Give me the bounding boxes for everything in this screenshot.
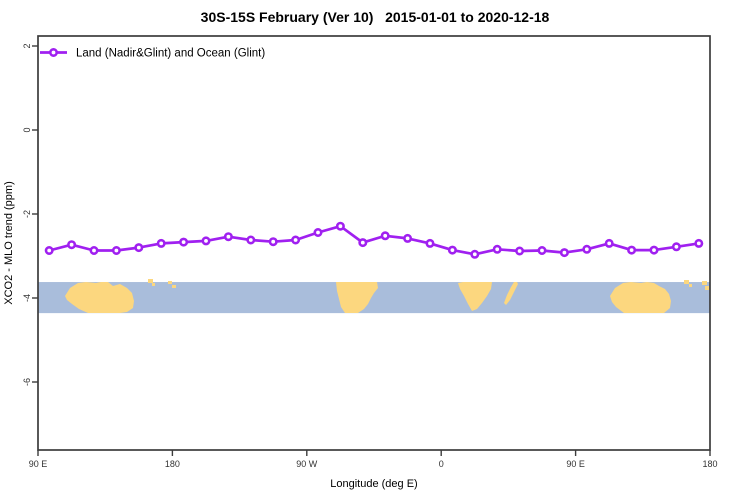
series-marker [627,245,637,255]
legend-marker-icon [48,47,58,57]
x-tick-label: 90 E [29,459,48,469]
map-band-land [65,282,134,313]
series-marker [515,246,525,256]
series-marker [537,246,547,256]
series-marker [223,232,233,242]
series-marker [403,233,413,243]
plot-border [37,35,711,451]
series-marker [268,237,278,247]
map-band-island [172,285,176,288]
series-marker [134,243,144,253]
series-marker [201,236,211,246]
legend: Land (Nadir&Glint) and Ocean (Glint) [40,48,265,60]
map-band-island [684,280,689,284]
series-marker [291,235,301,245]
series-marker [111,246,121,256]
map-band-land [610,282,671,313]
series-marker [380,231,390,241]
y-tick-label: -2 [22,210,32,218]
series-marker [649,245,659,255]
map-band-island [705,286,709,290]
series-marker [470,249,480,259]
plot-area: 90 E 180 90 W 0 90 E 180 2 0 -2 -4 -6 [22,35,718,469]
series-marker [335,221,345,231]
series-marker [44,246,54,256]
series-marker [582,244,592,254]
map-band-island [148,279,153,283]
x-tick-label: 180 [165,459,180,469]
series-marker [67,240,77,250]
y-tick-label: 0 [22,127,32,132]
x-tick-label: 0 [439,459,444,469]
series-marker [492,244,502,254]
map-band-island [689,284,692,287]
x-axis-title: Longitude (deg E) [330,478,417,490]
series-marker [559,248,569,258]
map-band-land [336,282,378,313]
legend-label: Land (Nadir&Glint) and Ocean (Glint) [76,48,265,60]
x-tick-label: 180 [702,459,717,469]
map-band-land [504,282,518,305]
series-marker [313,228,323,238]
series-marker [89,246,99,256]
series-marker [694,238,704,248]
map-band-land [458,282,492,311]
map-band-island [152,283,155,286]
y-tick-label: -4 [22,294,32,302]
series-marker [358,238,368,248]
series-marker [425,238,435,248]
map-band-island [168,281,172,284]
series-marker [246,235,256,245]
series-line [47,224,701,256]
y-tick-label: 2 [22,43,32,48]
y-axis-title: XCO2 - MLO trend (ppm) [3,181,15,304]
map-band-island [702,281,707,285]
series-marker [671,242,681,252]
x-tick-label: 90 W [296,459,318,469]
series-marker [604,238,614,248]
chart-title: 30S-15S February (Ver 10) 2015-01-01 to … [200,9,550,25]
series-marker [156,238,166,248]
series-marker [179,237,189,247]
series-marker [447,245,457,255]
y-tick-label: -6 [22,378,32,386]
x-tick-label: 90 E [566,459,585,469]
